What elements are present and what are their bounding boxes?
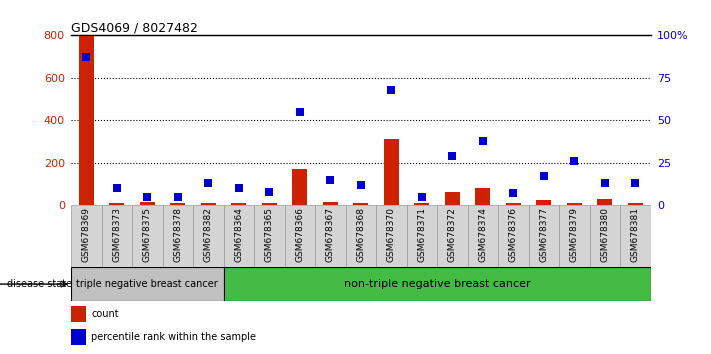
Bar [193, 205, 223, 267]
Bar [223, 205, 254, 267]
Bar [589, 205, 620, 267]
Bar [71, 267, 223, 301]
Bar [315, 205, 346, 267]
Bar [223, 267, 651, 301]
Bar [536, 200, 552, 205]
Text: GSM678376: GSM678376 [509, 207, 518, 262]
Text: GSM678371: GSM678371 [417, 207, 427, 262]
Point [538, 173, 550, 179]
Bar [376, 205, 407, 267]
Text: GSM678374: GSM678374 [479, 207, 487, 262]
Text: GSM678372: GSM678372 [448, 207, 457, 262]
Point [599, 181, 611, 186]
Bar [231, 203, 247, 205]
Point [172, 194, 183, 200]
Bar [559, 205, 589, 267]
Bar [620, 205, 651, 267]
Point [569, 158, 580, 164]
Point [111, 185, 122, 191]
Text: GSM678378: GSM678378 [173, 207, 182, 262]
Text: GSM678381: GSM678381 [631, 207, 640, 262]
Bar [353, 203, 368, 205]
Text: GSM678375: GSM678375 [143, 207, 152, 262]
Point [141, 194, 153, 200]
Text: disease state: disease state [7, 279, 73, 289]
Bar [170, 203, 186, 205]
Bar [292, 169, 307, 205]
Bar [163, 205, 193, 267]
Bar [284, 205, 315, 267]
Point [385, 87, 397, 93]
Bar [346, 205, 376, 267]
Text: count: count [92, 309, 119, 319]
Point [630, 181, 641, 186]
Bar [498, 205, 528, 267]
Bar [201, 203, 216, 205]
Text: GSM678365: GSM678365 [264, 207, 274, 262]
Text: GSM678370: GSM678370 [387, 207, 396, 262]
Text: non-triple negative breast cancer: non-triple negative breast cancer [343, 279, 530, 289]
Text: GSM678382: GSM678382 [204, 207, 213, 262]
Text: GSM678364: GSM678364 [235, 207, 243, 262]
Text: GSM678379: GSM678379 [570, 207, 579, 262]
Bar [415, 203, 429, 205]
Bar [140, 202, 155, 205]
Bar [468, 205, 498, 267]
Text: GSM678373: GSM678373 [112, 207, 122, 262]
Text: GSM678380: GSM678380 [600, 207, 609, 262]
Bar [71, 329, 85, 345]
Bar [132, 205, 163, 267]
Text: triple negative breast cancer: triple negative breast cancer [77, 279, 218, 289]
Text: GDS4069 / 8027482: GDS4069 / 8027482 [71, 21, 198, 34]
Point [508, 190, 519, 196]
Text: GSM678368: GSM678368 [356, 207, 365, 262]
Text: GSM678377: GSM678377 [540, 207, 548, 262]
Text: GSM678369: GSM678369 [82, 207, 91, 262]
Point [233, 185, 245, 191]
Bar [437, 205, 468, 267]
Point [477, 138, 488, 144]
Point [325, 177, 336, 183]
Point [203, 181, 214, 186]
Point [80, 55, 92, 60]
Bar [444, 192, 460, 205]
Point [264, 189, 275, 195]
Bar [109, 203, 124, 205]
Bar [567, 203, 582, 205]
Point [294, 109, 306, 115]
Point [447, 153, 458, 159]
Bar [79, 35, 94, 205]
Bar [407, 205, 437, 267]
Bar [628, 203, 643, 205]
Bar [71, 306, 85, 321]
Text: GSM678366: GSM678366 [295, 207, 304, 262]
Text: percentile rank within the sample: percentile rank within the sample [92, 332, 257, 342]
Bar [384, 139, 399, 205]
Bar [71, 205, 102, 267]
Bar [323, 202, 338, 205]
Bar [254, 205, 284, 267]
Bar [528, 205, 559, 267]
Bar [597, 199, 612, 205]
Bar [102, 205, 132, 267]
Bar [506, 203, 521, 205]
Text: GSM678367: GSM678367 [326, 207, 335, 262]
Point [416, 194, 427, 200]
Bar [262, 203, 277, 205]
Point [355, 182, 367, 188]
Bar [475, 188, 491, 205]
